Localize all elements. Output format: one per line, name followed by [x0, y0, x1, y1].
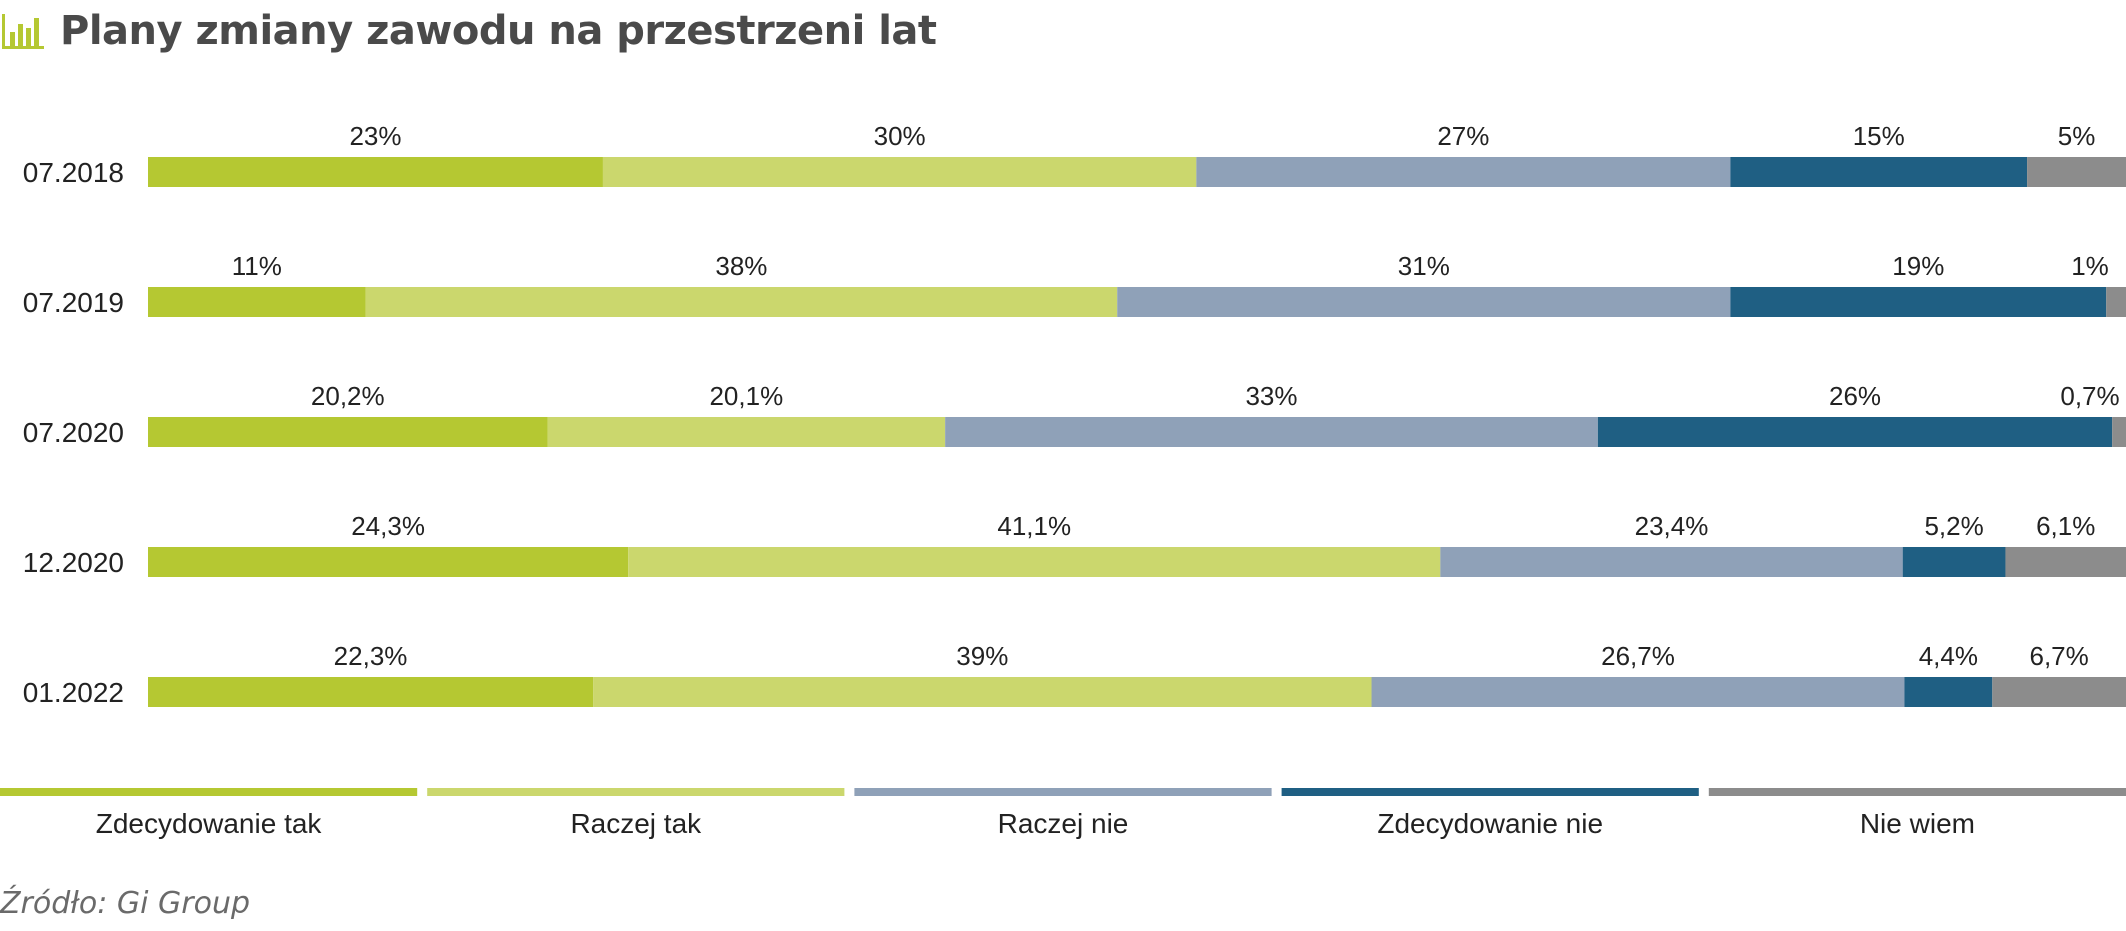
legend-swatch — [854, 788, 1272, 796]
bar-segment — [1904, 677, 1993, 707]
bar-segment — [1730, 157, 2028, 187]
data-label: 6,7% — [2030, 641, 2089, 671]
bar-segment — [148, 417, 548, 447]
legend-swatch — [427, 788, 845, 796]
bar-segment — [1196, 157, 1731, 187]
stacked-bar-chart: 07.2018 23% 30% 27% 15% 5% 07.2019 11% 38% 31% 19%… — [0, 121, 2126, 839]
data-label: 33% — [1245, 381, 1297, 411]
category-label: 07.2020 — [23, 417, 124, 448]
bar-segment — [148, 287, 366, 317]
bar-segment — [1597, 417, 2113, 447]
legend-label: Zdecydowanie nie — [1377, 808, 1603, 839]
data-label: 5,2% — [1924, 511, 1983, 541]
data-label: 41,1% — [997, 511, 1071, 541]
data-label: 19% — [1892, 251, 1944, 281]
data-label: 39% — [956, 641, 1008, 671]
data-label: 23,4% — [1635, 511, 1709, 541]
legend-swatch — [0, 788, 418, 796]
category-label: 07.2018 — [23, 157, 124, 188]
category-label: 12.2020 — [23, 547, 124, 578]
category-label: 01.2022 — [23, 677, 124, 708]
data-label: 38% — [715, 251, 767, 281]
bar-segment — [148, 157, 603, 187]
bar-segment — [148, 547, 629, 577]
data-label: 1% — [2071, 251, 2109, 281]
bar-segment — [2106, 287, 2126, 317]
bar-chart-icon — [2, 14, 44, 49]
data-label: 23% — [349, 121, 401, 151]
bar-segment — [602, 157, 1197, 187]
bar-segment — [628, 547, 1441, 577]
data-label: 20,1% — [709, 381, 783, 411]
bar-segment — [2112, 417, 2126, 447]
legend-label: Zdecydowanie tak — [96, 808, 323, 839]
data-label: 20,2% — [311, 381, 385, 411]
data-label: 24,3% — [351, 511, 425, 541]
bar-segment — [148, 677, 594, 707]
bar-segment — [1730, 287, 2107, 317]
data-label: 6,1% — [2036, 511, 2095, 541]
bar-segment — [1902, 547, 2006, 577]
bar-segment — [2005, 547, 2126, 577]
bar-segment — [547, 417, 946, 447]
bar-segment — [593, 677, 1372, 707]
chart-title: Plany zmiany zawodu na przestrzeni lat — [60, 8, 937, 54]
bar-segment — [1992, 677, 2126, 707]
bar-segment — [365, 287, 1118, 317]
data-label: 4,4% — [1919, 641, 1978, 671]
chart-header: Plany zmiany zawodu na przestrzeni lat — [0, 6, 937, 56]
data-label: 27% — [1437, 121, 1489, 151]
bar-segment — [1371, 677, 1905, 707]
data-label: 30% — [874, 121, 926, 151]
data-label: 0,7% — [2060, 381, 2119, 411]
source-note: Źródło: Gi Group — [0, 886, 251, 921]
legend-swatch — [1708, 788, 2126, 796]
data-label: 31% — [1398, 251, 1450, 281]
data-label: 22,3% — [334, 641, 408, 671]
bar-segment — [1440, 547, 1903, 577]
category-label: 07.2019 — [23, 287, 124, 318]
bar-segment — [1117, 287, 1731, 317]
data-label: 26% — [1829, 381, 1881, 411]
data-label: 5% — [2058, 121, 2096, 151]
legend-swatch — [1281, 788, 1699, 796]
data-label: 15% — [1853, 121, 1905, 151]
bar-segment — [945, 417, 1598, 447]
data-label: 26,7% — [1601, 641, 1675, 671]
legend-label: Raczej tak — [570, 808, 702, 839]
legend-label: Raczej nie — [998, 808, 1129, 839]
legend-label: Nie wiem — [1860, 808, 1975, 839]
data-label: 11% — [232, 251, 282, 281]
bar-segment — [2027, 157, 2126, 187]
